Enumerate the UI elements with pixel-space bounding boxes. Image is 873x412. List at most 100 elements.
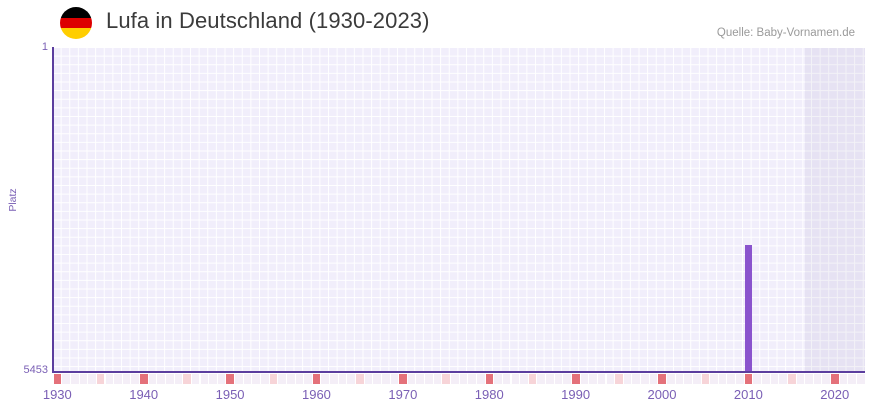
- x-tickmark-2012: [762, 374, 770, 384]
- x-tickmark-1976: [451, 374, 459, 384]
- x-tickmark-2009: [736, 374, 744, 384]
- plot-area: [53, 48, 865, 372]
- x-tickmark-2010: [744, 374, 753, 384]
- x-tickmark-1956: [278, 374, 286, 384]
- page-title: Lufa in Deutschland (1930-2023): [106, 8, 430, 33]
- x-tickmark-1966: [364, 374, 373, 384]
- x-tickmark-1963: [338, 374, 347, 384]
- x-tickmark-1977: [459, 374, 468, 384]
- x-tickmark-1981: [494, 374, 502, 384]
- x-tickmark-1942: [157, 374, 165, 384]
- x-tickmark-1983: [511, 374, 520, 384]
- german-flag-icon: [60, 7, 92, 39]
- x-tickmark-1967: [373, 374, 381, 384]
- x-tick-label-1940: 1940: [129, 387, 159, 402]
- x-tickmark-1950: [226, 374, 235, 384]
- x-tickmark-1962: [330, 374, 338, 384]
- x-tickmark-2021: [839, 374, 848, 384]
- x-tickmark-1971: [407, 374, 416, 384]
- x-tickmark-1957: [286, 374, 295, 384]
- x-tickmark-1953: [252, 374, 260, 384]
- x-tickmark-2014: [779, 374, 787, 384]
- x-tickmark-2001: [667, 374, 675, 384]
- x-tick-label-1930: 1930: [42, 387, 72, 402]
- x-tickmark-1937: [114, 374, 122, 384]
- x-tickmark-1945: [183, 374, 191, 384]
- x-tickmark-1982: [502, 374, 511, 384]
- x-tickmark-2013: [770, 374, 779, 384]
- y-axis-title: Platz: [7, 188, 19, 212]
- x-tickmark-1944: [174, 374, 183, 384]
- x-tickmark-1946: [191, 374, 200, 384]
- x-tickmark-1985: [528, 374, 537, 384]
- x-tickmark-1954: [261, 374, 269, 384]
- x-tickmark-1972: [416, 374, 425, 384]
- x-tickmark-1935: [96, 374, 105, 384]
- x-tick-label-1980: 1980: [474, 387, 504, 402]
- x-tickmark-1989: [563, 374, 571, 384]
- x-tickmark-2000: [658, 374, 666, 384]
- x-tickmark-1959: [304, 374, 312, 384]
- x-tickmark-2007: [718, 374, 727, 384]
- x-tickmark-1990: [571, 374, 580, 384]
- x-tickmark-1993: [597, 374, 606, 384]
- forecast-shaded-region: [804, 48, 865, 372]
- x-tickmark-1997: [632, 374, 641, 384]
- x-tickmark-1938: [122, 374, 131, 384]
- x-tickmark-1940: [140, 374, 148, 384]
- x-tickmark-1974: [433, 374, 442, 384]
- x-tickmark-1999: [649, 374, 658, 384]
- x-tickmark-1970: [399, 374, 407, 384]
- x-tickmark-1948: [209, 374, 217, 384]
- source-attribution: Quelle: Baby-Vornamen.de: [716, 27, 855, 39]
- x-tickmark-1988: [554, 374, 563, 384]
- x-tickmark-1961: [321, 374, 330, 384]
- x-tickmark-1931: [62, 374, 70, 384]
- x-tickmark-1930: [53, 374, 62, 384]
- x-tickmark-1955: [269, 374, 278, 384]
- x-tick-label-1960: 1960: [301, 387, 331, 402]
- y-axis-line: [52, 47, 54, 373]
- x-tickmark-1939: [131, 374, 140, 384]
- y-axis-top-tick-label: 1: [41, 41, 48, 53]
- x-tickmark-1941: [148, 374, 157, 384]
- x-tickmark-2002: [675, 374, 684, 384]
- x-tickmark-1949: [217, 374, 226, 384]
- x-tick-label-2020: 2020: [820, 387, 850, 402]
- x-tickmark-2016: [796, 374, 805, 384]
- x-tickmark-2015: [787, 374, 796, 384]
- x-tickmark-1958: [295, 374, 304, 384]
- y-axis-bottom-tick-label: 5453: [23, 364, 48, 376]
- x-tickmark-2008: [727, 374, 736, 384]
- x-tickmark-2005: [701, 374, 710, 384]
- bar-2010[interactable]: [744, 245, 753, 372]
- x-tickmark-1952: [243, 374, 252, 384]
- x-tickmark-2022: [848, 374, 856, 384]
- x-axis-line: [52, 371, 865, 373]
- x-tickmark-1994: [606, 374, 615, 384]
- x-tick-label-1990: 1990: [561, 387, 591, 402]
- x-tickmark-2018: [813, 374, 822, 384]
- x-tick-label-2010: 2010: [733, 387, 763, 402]
- x-tickmark-1980: [485, 374, 494, 384]
- x-tick-label-1950: 1950: [215, 387, 245, 402]
- x-tickmark-1975: [442, 374, 450, 384]
- x-tickmark-1933: [79, 374, 88, 384]
- x-tickmark-2019: [822, 374, 831, 384]
- x-tickmark-2011: [753, 374, 761, 384]
- x-tickmark-1960: [312, 374, 321, 384]
- chart-header: Lufa in Deutschland (1930-2023) Quelle: …: [0, 0, 873, 46]
- x-tickmark-1978: [468, 374, 476, 384]
- x-tickmark-1936: [105, 374, 114, 384]
- x-tickmark-1987: [546, 374, 554, 384]
- x-tickmark-2004: [692, 374, 701, 384]
- x-tickmark-1995: [615, 374, 623, 384]
- x-tickmark-2003: [684, 374, 692, 384]
- x-tickmark-1968: [381, 374, 390, 384]
- x-tickmark-1947: [200, 374, 209, 384]
- x-tickmark-1973: [425, 374, 433, 384]
- x-tickmark-2023: [857, 374, 865, 384]
- x-tickmark-2020: [831, 374, 839, 384]
- x-tickmark-1964: [347, 374, 355, 384]
- x-tickmark-2017: [805, 374, 813, 384]
